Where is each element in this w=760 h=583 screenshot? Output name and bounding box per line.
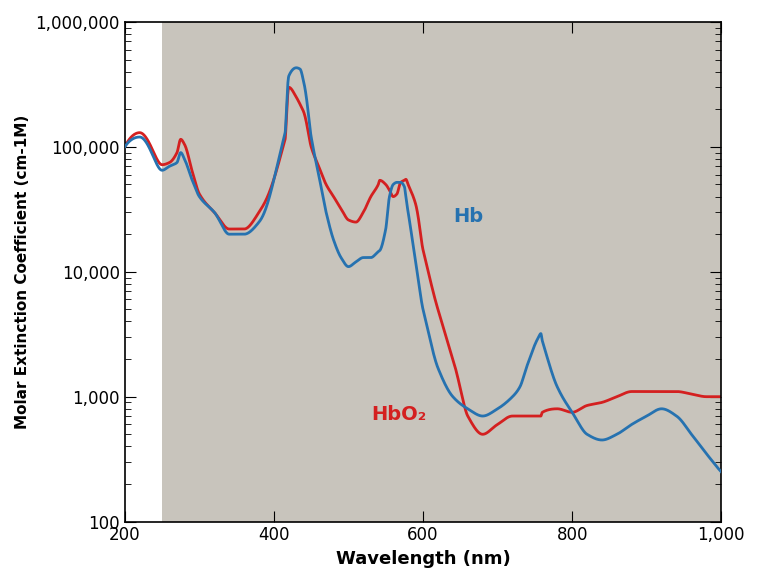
Text: Hb: Hb xyxy=(453,207,483,226)
Text: HbO₂: HbO₂ xyxy=(371,405,426,424)
X-axis label: Wavelength (nm): Wavelength (nm) xyxy=(336,550,511,568)
Y-axis label: Molar Extinction Coefficient (cm-1M): Molar Extinction Coefficient (cm-1M) xyxy=(15,115,30,429)
